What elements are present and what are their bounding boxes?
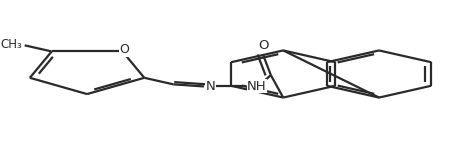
Text: NH: NH (246, 80, 266, 93)
Text: O: O (119, 43, 129, 56)
Text: N: N (205, 80, 215, 93)
Text: CH₃: CH₃ (1, 38, 22, 51)
Text: O: O (258, 38, 269, 52)
